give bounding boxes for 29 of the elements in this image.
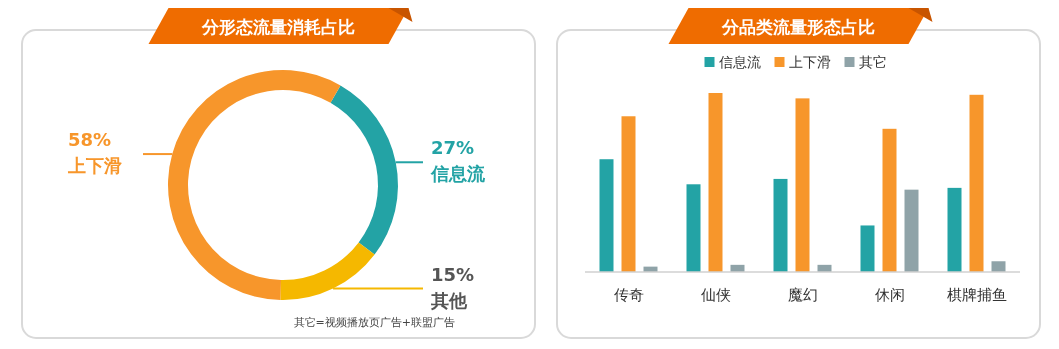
bar: [991, 261, 1006, 272]
x-tick-label: 魔幻: [787, 286, 818, 304]
x-tick-label: 仙侠: [700, 286, 731, 304]
bar: [904, 189, 919, 272]
bar: [621, 116, 636, 272]
x-tick-label: 棋牌捕鱼: [946, 286, 1007, 304]
data-label: 58%: [68, 129, 112, 151]
bar: [686, 184, 701, 272]
bar: [860, 225, 875, 272]
legend-label: 其它: [858, 54, 887, 70]
legend-label: 信息流: [718, 54, 761, 70]
bar: [708, 93, 723, 272]
bar: [795, 98, 810, 272]
bar: [599, 159, 614, 272]
bar: [773, 178, 788, 272]
bar: [947, 187, 962, 272]
bar: [882, 128, 897, 272]
x-tick-label: 休闲: [874, 286, 905, 304]
x-tick-label: 传奇: [613, 286, 644, 304]
data-label: 27%: [431, 137, 475, 159]
slice-label: 其他: [430, 289, 468, 311]
text: 其它=视频播放页广告+联盟广告: [293, 316, 455, 329]
chart-title: 分品类流量形态占比: [721, 17, 875, 37]
legend-label: 上下滑: [788, 54, 831, 70]
chart-title: 分形态流量消耗占比: [201, 17, 355, 37]
slice-label: 上下滑: [67, 155, 122, 177]
slice-label: 信息流: [430, 163, 486, 185]
data-label: 15%: [431, 263, 475, 285]
bar: [969, 94, 984, 272]
